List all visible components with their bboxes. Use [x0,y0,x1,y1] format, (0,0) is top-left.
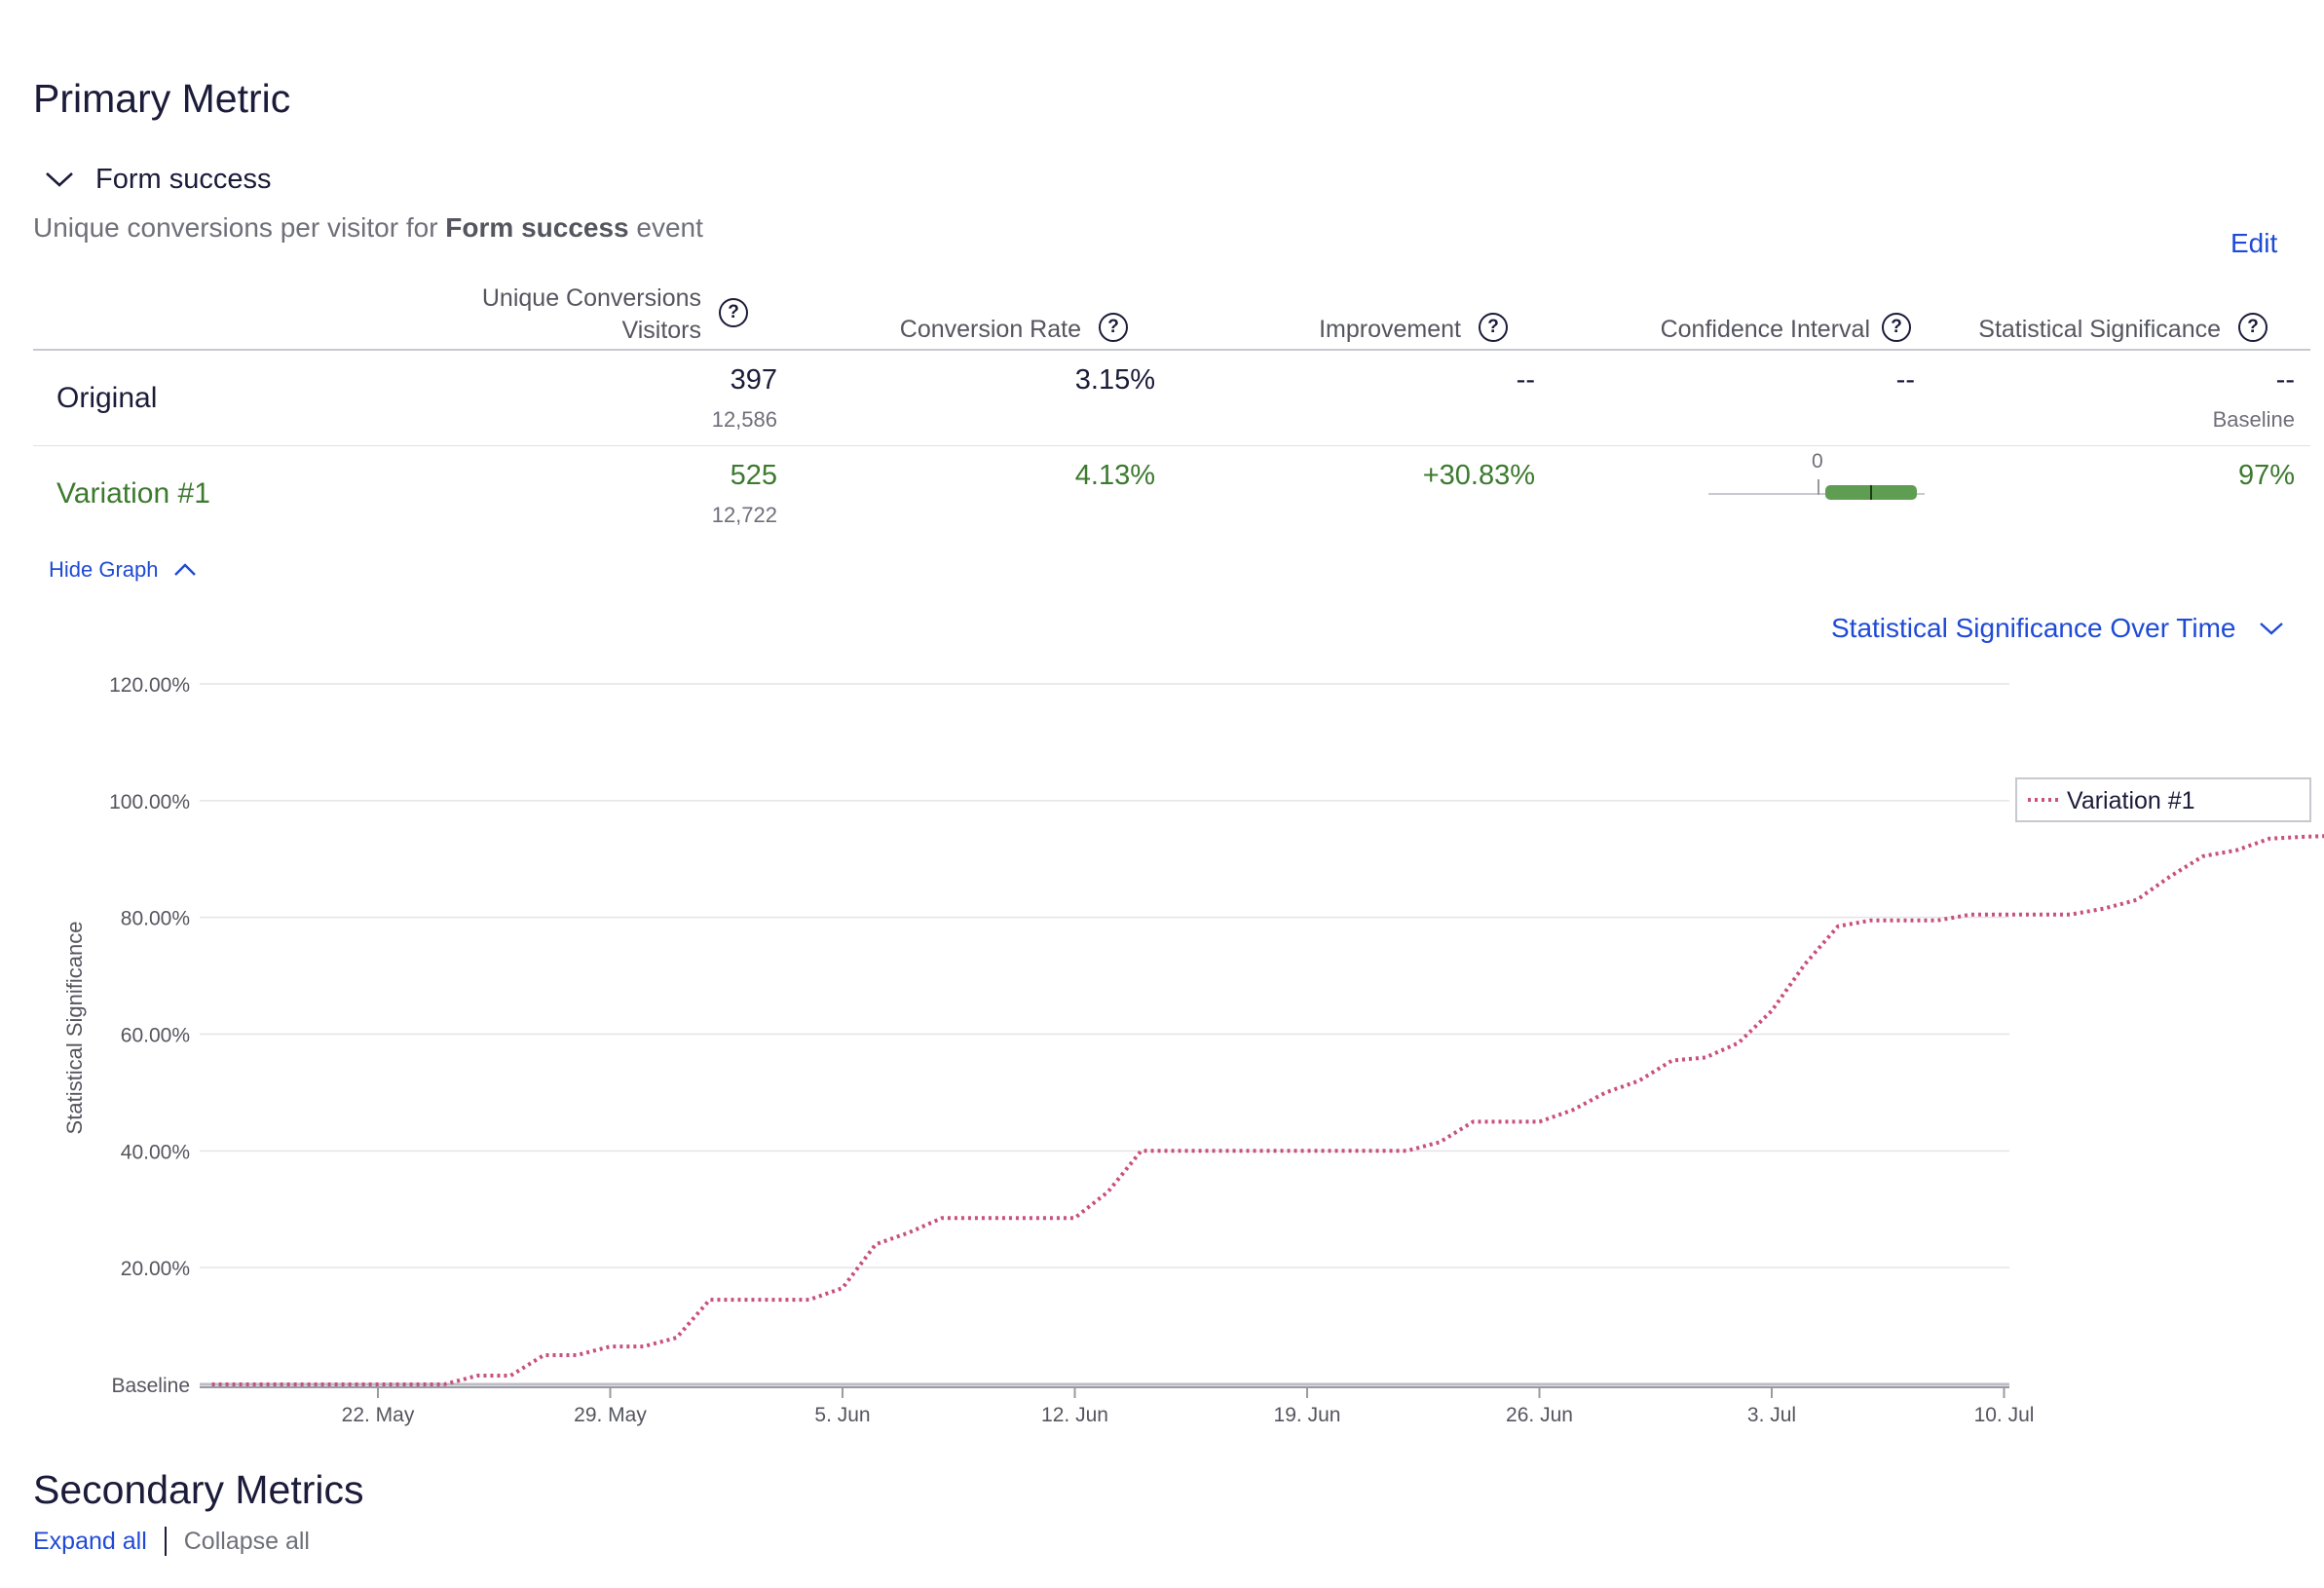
chevron-up-icon [173,563,196,576]
metric-description: Unique conversions per visitor for Form … [33,212,703,243]
x-tick-label: 12. Jun [1041,1404,1108,1426]
x-axis-ticks: 22. May 29. May 5. Jun 12. Jun 19. Jun 26. Ju… [342,1387,2035,1426]
collapse-all-link[interactable]: Collapse all [183,1527,310,1555]
help-icon[interactable]: ? [2238,313,2268,342]
x-tick-label: 19. Jun [1274,1404,1341,1426]
secondary-metrics-title: Secondary Metrics [33,1467,364,1512]
y-tick-label: Baseline [111,1375,190,1397]
significance-value: -- [2275,364,2295,396]
y-tick-label: 120.00% [109,674,190,697]
visitors-value: 12,586 [711,407,777,432]
conversion-rate-value: 3.15% [1074,364,1155,396]
graph-type-dropdown[interactable]: Statistical Significance Over Time [1831,610,2285,647]
chevron-down-icon [46,172,73,187]
row-divider [33,445,2310,446]
x-tick-label: 26. Jun [1506,1404,1573,1426]
chart-gridlines [200,683,2009,1388]
chevron-down-icon [2259,623,2283,635]
variation-name: Variation #1 [56,477,210,510]
help-icon[interactable]: ? [1882,313,1911,342]
conversions-value: 525 [730,460,777,491]
x-tick-label: 5. Jun [814,1404,870,1426]
page-title: Primary Metric [33,76,291,121]
legend-box [2015,777,2311,822]
series-line-variation-1[interactable] [211,818,2324,1386]
chart-series [211,818,2324,1386]
x-tick-label: 29. May [574,1404,647,1426]
x-tick-label: 22. May [342,1404,415,1426]
graph-type-label: Statistical Significance Over Time [1831,613,2236,643]
metric-name: Form success [95,163,272,195]
help-icon[interactable]: ? [1479,313,1508,342]
expand-collapse-controls: Expand all Collapse all [33,1527,310,1556]
improvement-value: +30.83% [1422,460,1535,491]
baseline-label: Baseline [2212,407,2295,432]
visitors-value: 12,722 [711,503,777,527]
ci-point-marker [1870,485,1872,500]
confidence-interval-bar: 0 [1708,450,1932,500]
y-tick-label: 100.00% [109,791,190,813]
expand-all-link[interactable]: Expand all [33,1527,147,1555]
x-tick-label: 3. Jul [1747,1404,1796,1426]
variation-name: Original [56,382,158,414]
column-header-conversion-rate: Conversion Rate [899,316,1081,343]
legend-item: Variation #1 [2067,787,2195,814]
significance-chart: Baseline 20.00% 40.00% 60.00% 80.00% 100.00% 1… [62,674,2324,1426]
help-icon[interactable]: ? [1099,313,1128,342]
conversions-value: 397 [730,364,777,396]
ci-zero-label: 0 [1812,450,1823,473]
improvement-value: -- [1516,364,1535,396]
significance-value: 97% [2237,460,2295,491]
hide-graph-label: Hide Graph [49,557,159,582]
y-tick-label: 20.00% [121,1258,190,1280]
chart-legend[interactable]: Variation #1 [2015,777,2311,822]
conversion-rate-value: 4.13% [1074,460,1155,491]
column-header-significance: Statistical Significance [1978,316,2221,343]
separator [164,1527,167,1556]
ci-zero-tick [1818,479,1819,495]
hide-graph-toggle[interactable]: Hide Graph [49,555,198,585]
y-axis-ticks: Baseline 20.00% 40.00% 60.00% 80.00% 100.00% 1… [109,674,190,1397]
y-axis-label: Statistical Significance [62,922,87,1135]
y-tick-label: 80.00% [121,908,190,930]
y-tick-label: 40.00% [121,1141,190,1163]
x-tick-label: 10. Jul [1974,1404,2035,1426]
y-tick-label: 60.00% [121,1025,190,1047]
column-header-improvement: Improvement [1319,316,1461,343]
table-header-divider [33,349,2310,351]
help-icon[interactable]: ? [719,298,748,327]
ci-axis [1708,493,1925,495]
metric-toggle[interactable]: Form success [43,162,271,197]
column-header-conversions: Unique Conversions Visitors [481,284,701,344]
column-header-confidence-interval: Confidence Interval [1660,316,1870,343]
edit-link[interactable]: Edit [2230,228,2278,258]
confidence-interval-value: -- [1895,364,1915,396]
